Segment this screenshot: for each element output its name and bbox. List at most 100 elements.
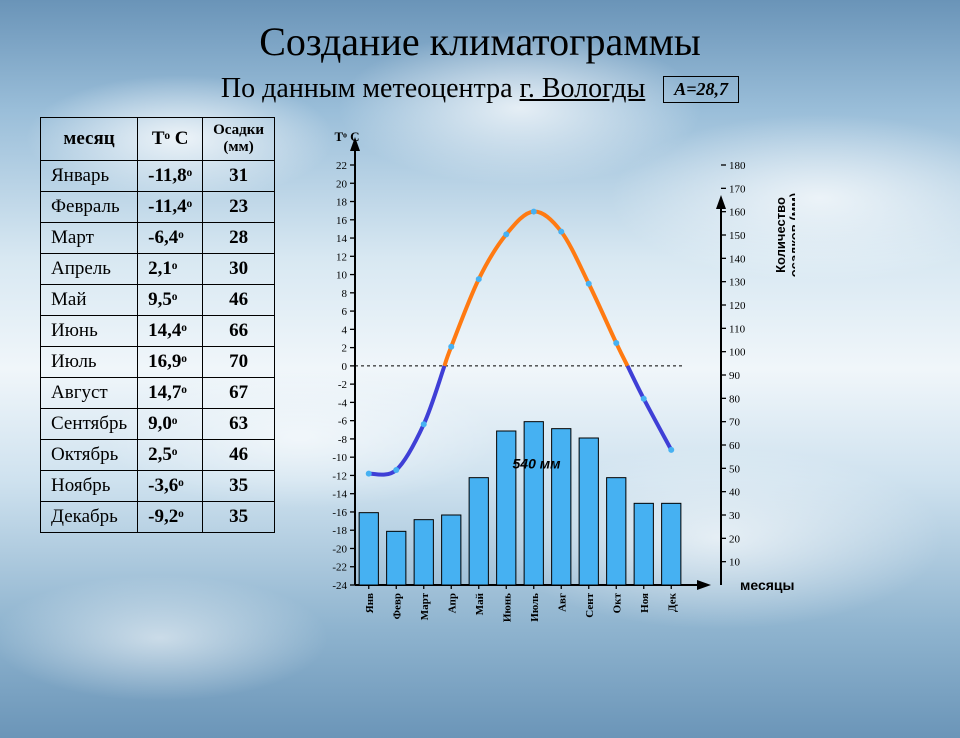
temp-point [531, 209, 537, 215]
cell-prec: 66 [203, 316, 275, 347]
prec-tick-label: 140 [729, 253, 746, 265]
cell-prec: 70 [203, 347, 275, 378]
temp-tick-label: -8 [338, 434, 348, 446]
prec-tick-label: 70 [729, 417, 741, 429]
col-prec-top: Осадки [213, 122, 264, 138]
table-row: Февраль-11,4ᵒ23 [41, 192, 275, 223]
cell-prec: 31 [203, 161, 275, 192]
total-precip-label: 540 мм [513, 455, 562, 471]
subtitle-city: г. Вологды [520, 73, 646, 104]
table-row: Декабрь-9,2ᵒ35 [41, 502, 275, 533]
cell-temp: -11,4ᵒ [138, 192, 203, 223]
cell-prec: 30 [203, 254, 275, 285]
prec-bar [469, 478, 488, 585]
month-label: Окт [611, 592, 623, 613]
temp-curve [628, 366, 672, 450]
col-temp: Tᵒ C [138, 118, 203, 161]
table-row: Январь-11,8ᵒ31 [41, 161, 275, 192]
cell-prec: 46 [203, 440, 275, 471]
month-label: Июль [529, 593, 541, 622]
temp-tick-label: 16 [336, 215, 348, 227]
temp-point [448, 344, 454, 350]
prec-tick-label: 170 [729, 183, 746, 195]
temp-tick-label: 12 [336, 251, 347, 263]
cell-month: Декабрь [41, 502, 138, 533]
cell-month: Июль [41, 347, 138, 378]
temp-curve [444, 212, 627, 366]
prec-bar [607, 478, 626, 585]
cell-month: Январь [41, 161, 138, 192]
cell-temp: -3,6ᵒ [138, 471, 203, 502]
temp-tick-label: -2 [338, 379, 347, 391]
prec-tick-label: 80 [729, 393, 741, 405]
prec-bar [442, 515, 461, 585]
temp-tick-label: -20 [332, 543, 347, 555]
table-row: Март-6,4ᵒ28 [41, 223, 275, 254]
cell-month: Июнь [41, 316, 138, 347]
prec-bar [497, 431, 516, 585]
temp-tick-label: -6 [338, 416, 348, 428]
cell-month: Май [41, 285, 138, 316]
cell-prec: 35 [203, 502, 275, 533]
prec-bar [524, 422, 543, 585]
climatogram-chart: Tᵒ CКоличествоосадков (мм)22201816141210… [285, 117, 795, 637]
temp-tick-label: 18 [336, 197, 348, 209]
prec-bar [634, 503, 653, 585]
temp-point [366, 471, 372, 477]
cell-month: Апрель [41, 254, 138, 285]
table-row: Ноябрь-3,6ᵒ35 [41, 471, 275, 502]
cell-month: Февраль [41, 192, 138, 223]
temp-point [641, 396, 647, 402]
table-row: Апрель2,1ᵒ30 [41, 254, 275, 285]
temp-tick-label: 22 [336, 160, 347, 172]
subtitle: По данным метеоцентра г. Вологды [221, 73, 645, 105]
prec-tick-label: 30 [729, 510, 741, 522]
temp-point [668, 447, 674, 453]
prec-tick-label: 180 [729, 160, 746, 172]
cell-temp: 9,5ᵒ [138, 285, 203, 316]
prec-bar [414, 520, 433, 585]
temp-tick-label: -24 [332, 580, 347, 592]
temp-point [476, 276, 482, 282]
temp-tick-label: -4 [338, 397, 348, 409]
prec-bar [359, 513, 378, 585]
cell-prec: 23 [203, 192, 275, 223]
prec-axis-arrow [716, 195, 726, 209]
table-row: Май9,5ᵒ46 [41, 285, 275, 316]
cell-prec: 67 [203, 378, 275, 409]
prec-tick-label: 150 [729, 230, 746, 242]
month-label: Янв [364, 593, 376, 613]
prec-tick-label: 100 [729, 347, 746, 359]
cell-temp: 16,9ᵒ [138, 347, 203, 378]
prec-tick-label: 40 [729, 487, 741, 499]
temp-tick-label: 0 [342, 361, 348, 373]
cell-temp: -9,2ᵒ [138, 502, 203, 533]
temp-tick-label: 2 [342, 343, 348, 355]
prec-axis-title: Количествоосадков (мм) [773, 193, 795, 277]
prec-tick-label: 130 [729, 277, 746, 289]
month-label: Сент [584, 592, 596, 617]
temp-point [586, 281, 592, 287]
temp-point [558, 229, 564, 235]
prec-bar [579, 438, 598, 585]
table-row: Июнь14,4ᵒ66 [41, 316, 275, 347]
temp-tick-label: -22 [332, 562, 347, 574]
prec-tick-label: 20 [729, 533, 741, 545]
month-label: Май [474, 592, 486, 615]
cell-temp: -6,4ᵒ [138, 223, 203, 254]
prec-tick-label: 90 [729, 370, 741, 382]
temp-tick-label: -14 [332, 489, 347, 501]
cell-month: Ноябрь [41, 471, 138, 502]
table-row: Июль16,9ᵒ70 [41, 347, 275, 378]
prec-bar [552, 429, 571, 585]
col-month: месяц [41, 118, 138, 161]
temp-tick-label: 14 [336, 233, 348, 245]
month-label: Апр [446, 593, 458, 613]
month-label: Февр [391, 593, 403, 619]
cell-temp: 2,5ᵒ [138, 440, 203, 471]
cell-temp: 14,4ᵒ [138, 316, 203, 347]
temp-tick-label: -12 [332, 470, 347, 482]
prec-tick-label: 120 [729, 300, 746, 312]
cell-prec: 35 [203, 471, 275, 502]
col-prec-sub: (мм) [223, 139, 253, 155]
